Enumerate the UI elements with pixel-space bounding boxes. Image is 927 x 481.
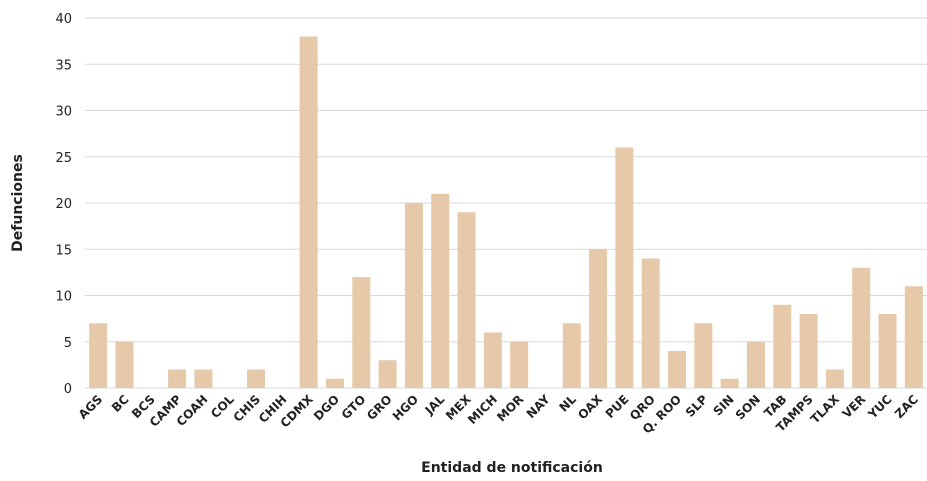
- bar: [589, 249, 608, 388]
- bar: [904, 286, 923, 388]
- bar: [746, 341, 765, 388]
- x-tick-label: HGO: [390, 392, 421, 423]
- x-tick-label: SLP: [683, 392, 711, 420]
- x-tick-label: DGO: [311, 392, 342, 423]
- x-tick-label: YUC: [865, 392, 895, 422]
- bar: [483, 332, 502, 388]
- x-tick-label: GTO: [339, 392, 369, 422]
- x-tick-label: MICH: [465, 392, 500, 427]
- bar: [115, 341, 134, 388]
- bar: [299, 36, 318, 388]
- y-tick-label: 40: [55, 12, 72, 27]
- y-tick-label: 30: [55, 105, 72, 120]
- x-tick-label: SON: [733, 392, 763, 422]
- y-tick-label: 0: [64, 382, 72, 397]
- bar: [562, 323, 581, 388]
- bar: [352, 277, 371, 388]
- bar: [431, 193, 450, 388]
- x-tick-label: GRO: [364, 392, 395, 423]
- y-tick-label: 35: [55, 58, 72, 73]
- x-tick-label: NAY: [524, 392, 553, 421]
- bar: [799, 314, 818, 388]
- y-tick-label: 20: [55, 197, 72, 212]
- bar: [510, 341, 529, 388]
- bar: [641, 258, 660, 388]
- x-tick-label: CHIS: [231, 392, 264, 425]
- bar: [404, 203, 423, 388]
- bar: [325, 378, 344, 388]
- bar: [168, 369, 187, 388]
- bar: [825, 369, 844, 388]
- bar: [247, 369, 266, 388]
- bar: [852, 267, 871, 388]
- y-tick-label: 25: [55, 151, 72, 166]
- y-tick-label: 5: [64, 336, 72, 351]
- bar: [194, 369, 213, 388]
- bar: [878, 314, 897, 388]
- x-axis-title: Entidad de notificación: [421, 460, 603, 476]
- y-tick-label: 15: [55, 243, 72, 258]
- y-tick-label: 10: [55, 290, 72, 305]
- bar: [694, 323, 713, 388]
- bar: [668, 351, 687, 388]
- bar: [378, 360, 397, 388]
- x-tick-label: SIN: [711, 392, 737, 418]
- bar: [615, 147, 634, 388]
- x-tick-label: VER: [840, 392, 869, 421]
- x-tick-label: AGS: [76, 392, 106, 422]
- x-tick-label: PUE: [603, 392, 632, 421]
- x-tick-label: ZAC: [892, 392, 921, 421]
- bar: [773, 304, 792, 388]
- bar: [720, 378, 739, 388]
- bar: [89, 323, 108, 388]
- y-axis-title: Defunciones: [10, 154, 26, 252]
- bar: [457, 212, 476, 388]
- x-tick-label: OAX: [575, 392, 606, 423]
- x-tick-label: TLAX: [808, 392, 843, 427]
- x-tick-label: MOR: [494, 392, 526, 424]
